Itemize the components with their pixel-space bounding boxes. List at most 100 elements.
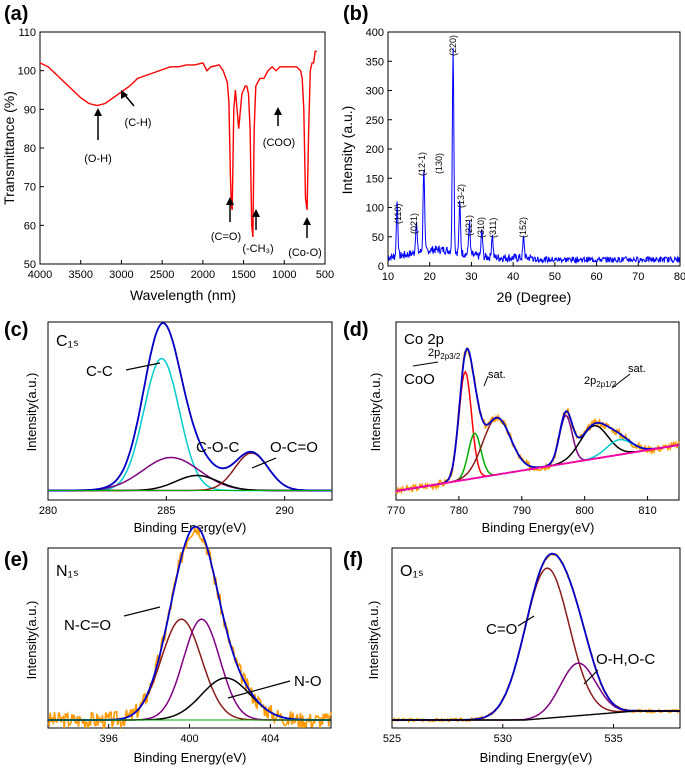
panel-f-raw-data	[391, 552, 681, 724]
panel-d-component-1	[395, 370, 680, 492]
panel-b-ytick-label: 400	[366, 27, 384, 39]
panel-d-component-3	[395, 416, 680, 492]
panel-e-xtick-label: 396	[99, 733, 117, 745]
panel-a-xtick-label: 500	[316, 269, 334, 281]
panel-b-xtick-label: 40	[507, 271, 519, 283]
annot-coo: (COO)	[263, 137, 295, 149]
panel-b-xtick-label: 10	[382, 271, 394, 283]
panel-c-ylabel: Intensity(a.u.)	[24, 373, 39, 452]
panel-d-subtitle: CoO	[404, 371, 435, 388]
annot-2p12: 2p2p1/2	[584, 375, 617, 389]
panel-a-ytick-label: 90	[24, 104, 36, 116]
panel-b-ytick-label: 50	[372, 232, 384, 244]
panel-a-ytick-label: 50	[24, 259, 36, 271]
panel-f-title: O₁ₛ	[400, 563, 424, 580]
annot-nco-line	[123, 606, 161, 617]
panel-d-frame	[395, 321, 680, 501]
panel-b-label: (b)	[343, 3, 369, 25]
panel-d-xtick-label: 770	[387, 505, 405, 517]
panel-d-xtick-label: 800	[575, 505, 593, 517]
panel-f-envelope	[392, 552, 680, 721]
panel-e-xtick-label: 400	[180, 733, 198, 745]
annot-oh: (O-H)	[84, 153, 112, 165]
annot-ch: (C-H)	[125, 117, 152, 129]
annot-coo2-arrowhead	[303, 217, 311, 225]
panel-b-xtick-label: 20	[424, 271, 436, 283]
panel-c-label: (c)	[4, 319, 28, 341]
annot-sat1-line	[483, 375, 489, 387]
panel-b-ytick-label: 300	[366, 86, 384, 98]
panel-c-component-4	[48, 452, 332, 492]
panel-b-xtick-label: 30	[465, 271, 477, 283]
annot-oh-oc-line	[583, 669, 599, 685]
panel-e: (e) N₁ₛ 396 400 404 Binding Energy(eV) Int…	[4, 525, 332, 765]
panel-c-xtick-label: 290	[275, 505, 293, 517]
panel-c-xlabel: Binding Energy(eV)	[134, 520, 247, 535]
panel-f-baseline	[392, 710, 680, 721]
panel-e-label: (e)	[4, 549, 28, 571]
panel-a-xtick-label: 3000	[109, 269, 133, 281]
panel-d-ticks: 770 780 790 800 810	[387, 496, 657, 517]
panel-a-ylabel: Transmittance (%)	[1, 91, 17, 205]
panel-b-ytick-label: 150	[366, 173, 384, 185]
panel-b-ytick-label: 350	[366, 56, 384, 68]
panel-f-ticks: 525 530 535	[383, 724, 623, 745]
annot-oco-line	[251, 457, 277, 469]
annot-cc: C-C	[86, 363, 113, 380]
panel-d: (d) Co 2p CoO 770 780 790 800 810 Binding En…	[343, 319, 680, 535]
panel-b-ytick-label: 250	[366, 115, 384, 127]
annot-c-eq-o-line	[517, 615, 535, 627]
annot-220: (220)	[448, 35, 458, 56]
panel-d-component-5	[395, 424, 680, 492]
panel-b-series-line	[387, 47, 681, 265]
annot-221: (221)	[464, 215, 474, 236]
panel-d-ylabel: Intensity(a.u.)	[368, 373, 383, 452]
annot-ch3-arrowhead	[252, 209, 260, 217]
annot-2p32: 2p2p3/2	[428, 347, 461, 361]
annot-nco: N-C=O	[64, 617, 111, 634]
annot-co-o: (Co-O)	[288, 247, 322, 259]
panel-c-frame	[47, 321, 333, 501]
panel-c-envelope	[48, 322, 332, 492]
panel-a-xtick-label: 3500	[68, 269, 92, 281]
panel-f-label: (f)	[343, 549, 363, 571]
panel-a-ytick-label: 80	[24, 143, 36, 155]
annot-no: N-O	[294, 673, 322, 690]
panel-b-ytick-label: 0	[378, 261, 384, 273]
annot-oh-oc: O-H,O-C	[596, 651, 655, 668]
panel-b-ytick-label: 200	[366, 144, 384, 156]
panel-e-component-3	[48, 677, 331, 721]
annot-coo-arrowhead	[274, 107, 282, 115]
panel-a-xtick-label: 2500	[150, 269, 174, 281]
panel-c-title: C₁ₛ	[56, 333, 79, 350]
panel-a: (a) 4000 3500 3000 2500 2000 1500 1000 500 50 60 7…	[1, 3, 334, 303]
panel-d-curves	[395, 347, 680, 495]
annot-sat1: sat.	[488, 369, 506, 381]
panel-e-title: N₁ₛ	[56, 563, 79, 580]
panel-a-xlabel: Wavelength (nm)	[130, 287, 236, 303]
panel-b-frame	[387, 31, 681, 267]
panel-b-ytick-label: 100	[366, 203, 384, 215]
annot-13-2: (13-2)	[456, 184, 466, 208]
annot-cc-line	[125, 362, 161, 371]
panel-f-xlabel: Binding Energy(eV)	[480, 750, 593, 765]
panel-c-component-2	[48, 456, 332, 492]
annot-no-line	[227, 680, 291, 699]
panel-e-ticks: 396 400 404	[99, 724, 280, 745]
annot-130: (130)	[434, 153, 444, 174]
panel-a-xtick-label: 2000	[191, 269, 215, 281]
panel-b-annotations: (110) (021) (12-1) (130) (220) (13-2) (2…	[393, 35, 528, 238]
annot-152: (152)	[518, 217, 528, 238]
annot-oh-arrowhead	[94, 108, 102, 116]
panel-c-ticks: 280 285 290	[39, 496, 294, 517]
annot-oco: O-C=O	[270, 439, 318, 456]
annot-021: (021)	[409, 213, 419, 234]
panel-d-baseline	[395, 444, 680, 492]
panel-f-xtick-label: 535	[604, 733, 622, 745]
panel-b-xtick-label: 70	[632, 271, 644, 283]
panel-d-title: Co 2p	[404, 331, 444, 348]
annot-coc: C-O-C	[196, 439, 239, 456]
panel-a-series-line	[39, 50, 317, 237]
panel-e-raw-data	[47, 525, 332, 730]
